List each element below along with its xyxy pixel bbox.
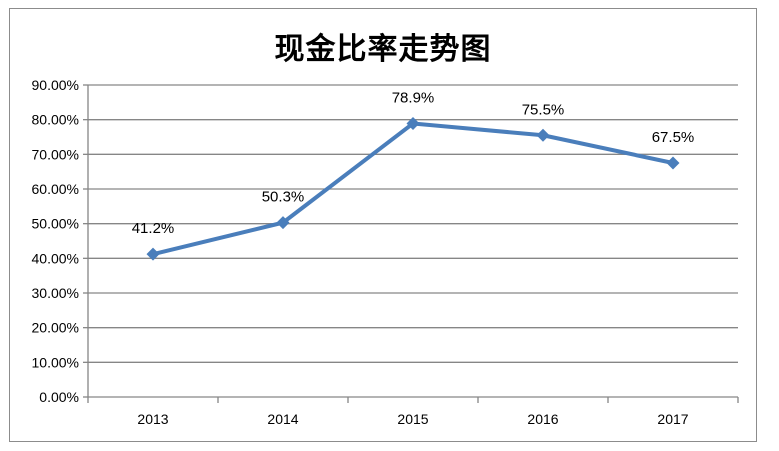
y-axis-tick-labels: 0.00% 10.00% 20.00% 30.00% 40.00% 50.00% 60.00…: [32, 77, 79, 405]
x-tick-label: 2015: [397, 411, 428, 427]
data-label: 67.5%: [652, 129, 695, 146]
y-tick-label: 0.00%: [39, 389, 79, 405]
y-tick-label: 70.00%: [32, 146, 79, 162]
data-point-marker: [536, 128, 550, 142]
y-tick-label: 20.00%: [32, 320, 79, 336]
y-tick-label: 80.00%: [32, 112, 79, 128]
data-label: 50.3%: [262, 189, 305, 206]
series: [146, 116, 680, 261]
x-tick-label: 2017: [657, 411, 688, 427]
data-point-marker: [406, 116, 420, 130]
x-tick-label: 2013: [137, 411, 168, 427]
y-tick-label: 90.00%: [32, 77, 79, 93]
data-point-marker: [276, 216, 290, 230]
x-tick-label: 2016: [527, 411, 558, 427]
gridlines: [88, 84, 738, 363]
y-tick-label: 40.00%: [32, 250, 79, 266]
data-point-marker: [146, 247, 160, 261]
y-tick-label: 50.00%: [32, 216, 79, 232]
x-tick-label: 2014: [267, 411, 298, 427]
axes: [83, 84, 739, 403]
data-label: 41.2%: [132, 220, 175, 237]
data-labels: 41.2% 50.3% 78.9% 75.5% 67.5%: [132, 89, 695, 237]
x-axis-tick-labels: 2013 2014 2015 2016 2017: [137, 411, 688, 427]
chart-frame: 现金比率走势图: [9, 8, 757, 442]
data-point-marker: [666, 156, 680, 170]
y-tick-label: 30.00%: [32, 285, 79, 301]
y-tick-label: 10.00%: [32, 354, 79, 370]
data-label: 78.9%: [392, 89, 435, 106]
y-tick-label: 60.00%: [32, 181, 79, 197]
data-label: 75.5%: [522, 101, 565, 118]
chart-title: 现金比率走势图: [274, 32, 492, 67]
